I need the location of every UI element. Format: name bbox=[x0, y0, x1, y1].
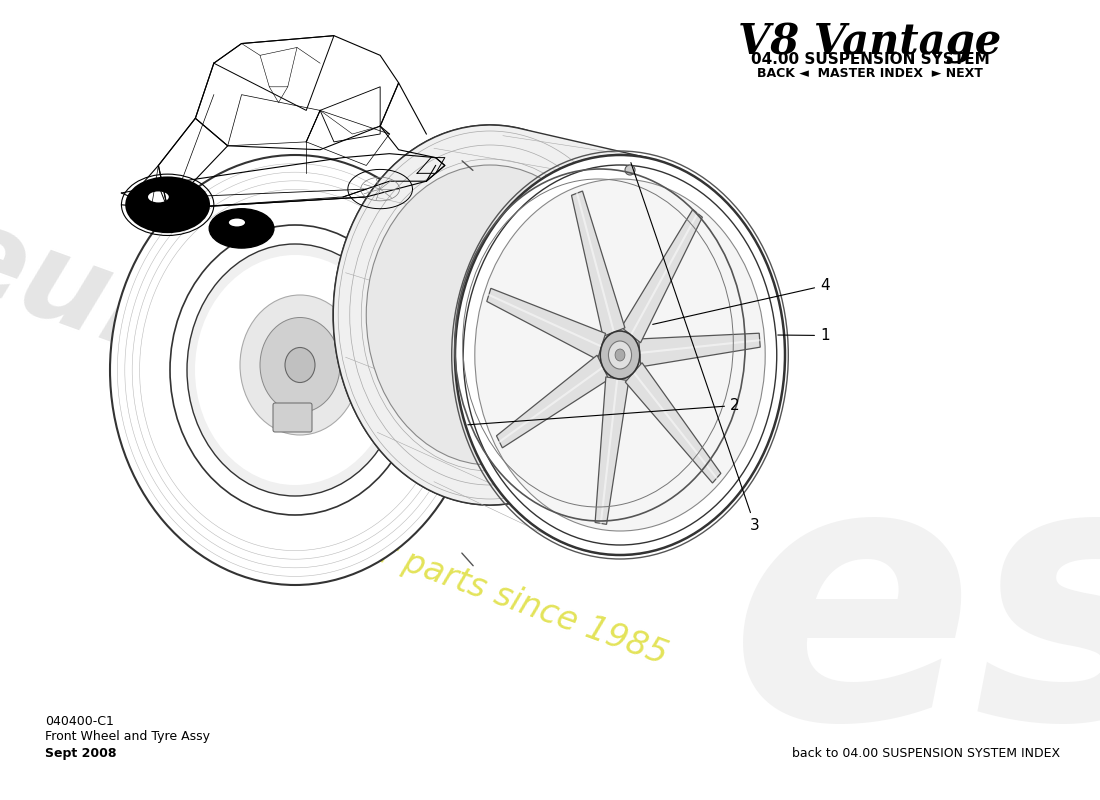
Text: BACK ◄  MASTER INDEX  ► NEXT: BACK ◄ MASTER INDEX ► NEXT bbox=[757, 67, 983, 80]
Text: 3: 3 bbox=[631, 162, 760, 533]
Ellipse shape bbox=[333, 125, 647, 505]
Text: 4: 4 bbox=[652, 278, 829, 324]
Ellipse shape bbox=[615, 349, 625, 361]
Text: Front Wheel and Tyre Assy: Front Wheel and Tyre Assy bbox=[45, 730, 210, 743]
FancyBboxPatch shape bbox=[273, 403, 312, 432]
Ellipse shape bbox=[187, 244, 403, 496]
Ellipse shape bbox=[625, 165, 635, 175]
Text: 1: 1 bbox=[778, 328, 829, 343]
Ellipse shape bbox=[126, 178, 209, 232]
Text: Sept 2008: Sept 2008 bbox=[45, 747, 117, 760]
Text: 04.00 SUSPENSION SYSTEM: 04.00 SUSPENSION SYSTEM bbox=[750, 52, 989, 67]
Ellipse shape bbox=[229, 218, 245, 226]
Polygon shape bbox=[496, 355, 609, 448]
Text: a passion for parts since 1985: a passion for parts since 1985 bbox=[187, 468, 672, 672]
Ellipse shape bbox=[110, 155, 480, 585]
Ellipse shape bbox=[209, 209, 274, 248]
Ellipse shape bbox=[148, 191, 168, 202]
Ellipse shape bbox=[260, 318, 340, 413]
Ellipse shape bbox=[366, 165, 614, 465]
Text: back to 04.00 SUSPENSION SYSTEM INDEX: back to 04.00 SUSPENSION SYSTEM INDEX bbox=[792, 747, 1060, 760]
Ellipse shape bbox=[475, 179, 766, 531]
Polygon shape bbox=[639, 334, 760, 367]
Text: eurospares: eurospares bbox=[0, 193, 693, 567]
Text: es: es bbox=[730, 446, 1100, 794]
Ellipse shape bbox=[601, 331, 640, 379]
Polygon shape bbox=[333, 125, 649, 555]
Text: 2: 2 bbox=[468, 398, 739, 425]
Text: 040400-C1: 040400-C1 bbox=[45, 715, 114, 728]
Polygon shape bbox=[625, 362, 720, 483]
Text: V8 Vantage: V8 Vantage bbox=[738, 22, 1002, 64]
Ellipse shape bbox=[195, 255, 395, 485]
Ellipse shape bbox=[608, 341, 631, 369]
Ellipse shape bbox=[240, 295, 360, 435]
Polygon shape bbox=[621, 210, 703, 342]
Ellipse shape bbox=[285, 347, 315, 382]
Polygon shape bbox=[487, 288, 606, 360]
Polygon shape bbox=[572, 191, 625, 337]
Ellipse shape bbox=[455, 155, 785, 555]
Polygon shape bbox=[595, 377, 629, 524]
